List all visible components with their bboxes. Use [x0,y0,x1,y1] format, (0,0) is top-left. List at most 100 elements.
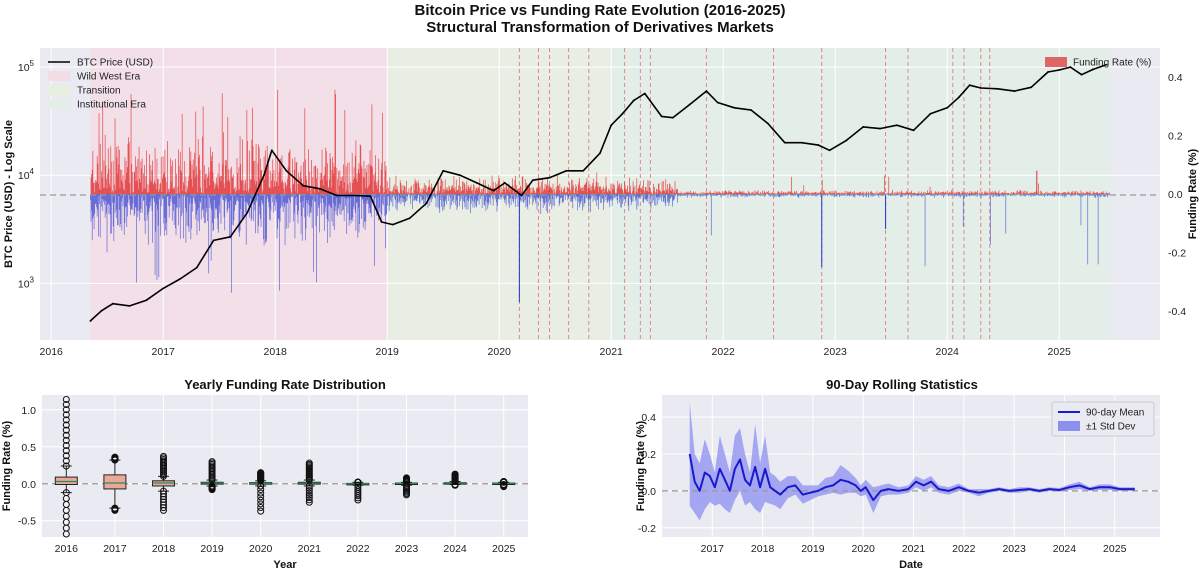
btc-price-point [442,169,445,172]
box-outlier [403,474,410,482]
rolling-chart-title: 90-Day Rolling Statistics [826,377,978,392]
box-outlier [257,507,265,515]
rolling-y-tick-label: -0.2 [638,523,656,535]
box-y-tick-label: 1.0 [21,405,36,417]
box-x-tick-label: 2025 [492,543,516,555]
btc-price-point [862,125,865,128]
rolling-y-tick-label: 0.0 [641,486,656,498]
btc-price-point [263,174,265,177]
main-x-tick-label: 2022 [712,346,736,358]
rolling-chart: 90-Day Rolling Statistics 2017 2018 2019 20… [635,377,1160,571]
legend-label: Transition [77,86,121,97]
box-outlier [160,487,167,495]
btc-price-point [212,239,215,242]
main-y-right-tick-label: -0.2 [1168,247,1186,259]
box-outlier [62,401,70,409]
main-y-left-ticks: 103 104 105 [18,59,35,290]
tick-exponent: 5 [30,59,35,68]
btc-price-point [946,106,949,109]
box-outlier [257,496,265,504]
legend-label: Funding Rate (%) [1073,58,1151,69]
box-outlier [62,530,70,538]
rolling-x-tick-label: 2025 [1103,543,1127,555]
main-y-right-tick-label: 0.4 [1168,72,1183,84]
box-outlier [160,498,167,506]
legend-swatch-patch [48,85,70,95]
btc-price-point [845,139,848,142]
btc-price-point [475,181,478,184]
main-x-tick-label: 2016 [40,346,64,358]
main-x-tick-label: 2024 [936,346,960,358]
main-legend-right: Funding Rate (%) [1045,57,1151,69]
box-outlier [62,395,70,403]
main-x-tick-label: 2021 [600,346,624,358]
btc-price-point [643,92,646,95]
btc-price-point [369,195,372,198]
box-outlier [257,500,265,508]
rolling-x-label: Date [899,559,923,571]
rolling-x-tick-label: 2024 [1053,543,1077,555]
btc-price-point [912,129,915,132]
box-outlier [160,504,167,512]
box-outlier [257,469,265,477]
main-y-right-ticks: -0.4 -0.2 0.0 0.2 0.4 [1168,72,1186,318]
rolling-y-label: Funding Rate (%) [635,420,647,511]
figure-subtitle: Structural Transformation of Derivatives… [426,19,774,36]
btc-price-point [492,189,495,192]
box-chart: Yearly Funding Rate Distribution 2016 201… [1,377,528,571]
box-outlier [451,481,459,489]
box-outlier [160,501,167,509]
btc-price-point [968,84,971,87]
rolling-x-ticks: 2017 2018 2019 2020 2021 2022 2023 2024 2025 [701,543,1127,555]
box-outlier [305,487,313,495]
box-outlier [305,484,313,492]
box-outlier [500,483,508,491]
legend-swatch-patch [48,71,70,81]
legend-label: Wild West Era [77,72,141,83]
btc-price-point [162,287,165,290]
funding-rate-bars [90,89,1110,303]
main-x-tick-label: 2020 [488,346,512,358]
box-outlier [305,489,313,497]
box-y-tick-label: -0.5 [18,516,36,528]
box-outlier [305,459,313,467]
box-outlier [354,492,362,500]
btc-price-point [520,194,523,197]
main-x-tick-label: 2018 [264,346,288,358]
rolling-x-tick-label: 2021 [902,543,926,555]
rolling-x-tick-label: 2017 [701,543,725,555]
box-outlier [62,442,70,450]
btc-price-point [733,106,736,109]
box-outlier [305,482,313,490]
btc-price-point [1080,73,1083,76]
legend-label: ±1 Std Dev [1086,422,1135,433]
main-chart: 2016 2017 2018 2019 2020 2021 2022 2023 2024 2025… [3,48,1199,358]
box-outlier [305,498,313,506]
btc-price-point [195,266,198,269]
box-outlier [160,506,167,514]
box-body [103,474,127,490]
btc-price-point [621,112,624,115]
rolling-x-tick-label: 2022 [952,543,976,555]
main-y-right-label: Funding Rate (%) [1187,148,1199,239]
btc-price-point [270,149,273,152]
box-x-tick-label: 2022 [346,543,370,555]
box-outlier [305,496,313,504]
btc-price-point [145,299,148,302]
btc-price-point [895,124,898,127]
box-outlier [208,486,216,494]
legend-label: Institutional Era [77,100,146,111]
btc-price-point [705,90,708,92]
btc-price-point [285,169,288,172]
box-y-tick-label: 0.5 [21,442,36,454]
box-outlier [451,470,459,478]
btc-price-point [1069,66,1072,68]
legend-label: BTC Price (USD) [77,58,153,69]
box-x-tick-label: 2018 [152,543,176,555]
box-outlier [500,478,508,486]
main-x-ticks: 2016 2017 2018 2019 2020 2021 2022 2023 2024 2025 [40,346,1072,358]
box-outlier [62,411,70,419]
box-outlier [305,491,313,499]
main-y-left-tick-label: 103 [18,275,35,290]
box-outlier [354,494,362,502]
